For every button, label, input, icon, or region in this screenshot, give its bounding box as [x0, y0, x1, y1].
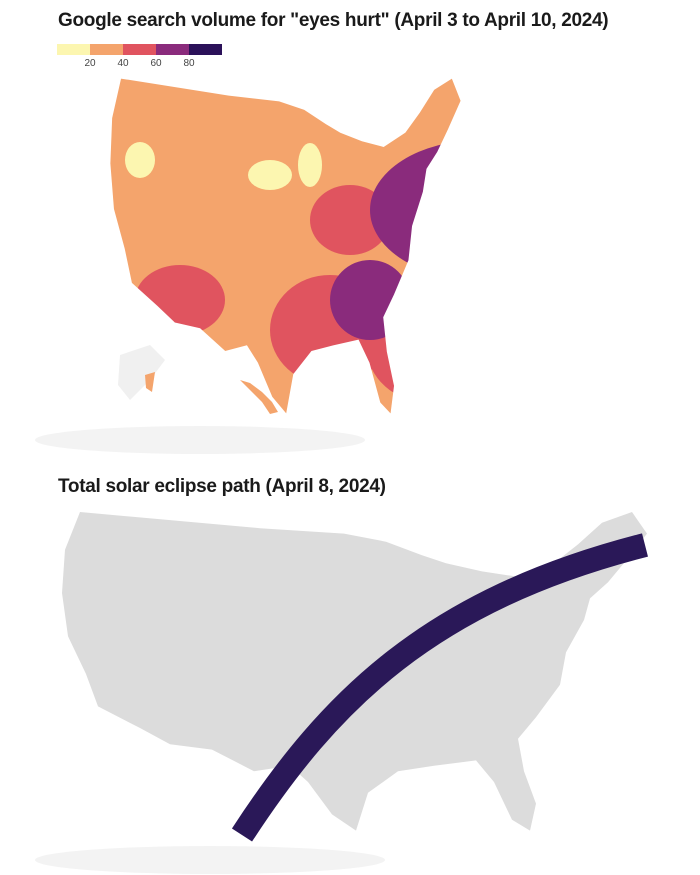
region-highest — [400, 270, 420, 310]
region-mid — [310, 185, 390, 255]
region-high — [330, 260, 410, 340]
region-low — [125, 142, 155, 178]
smudge — [35, 846, 385, 874]
legend-swatch-20-40 — [90, 44, 123, 55]
region-highest — [555, 170, 605, 230]
color-legend — [57, 44, 222, 55]
legend-tick: 80 — [183, 58, 195, 69]
region-highest — [422, 255, 458, 275]
search-volume-map — [110, 60, 660, 415]
region-high — [540, 60, 660, 200]
legend-swatch-0-20 — [57, 44, 90, 55]
alaska-region — [145, 372, 155, 392]
legend-swatch-60-80 — [156, 44, 189, 55]
hawaii — [240, 380, 278, 414]
legend-tick: 40 — [117, 58, 129, 69]
eclipse-path-band — [231, 533, 648, 842]
legend-tick: 60 — [150, 58, 162, 69]
region-high — [370, 140, 461, 280]
legend-swatch-40-60 — [123, 44, 156, 55]
eclipse-map — [62, 512, 648, 842]
region-low — [248, 160, 292, 190]
legend-swatch-80-100 — [189, 44, 222, 55]
search-map-title: Google search volume for "eyes hurt" (Ap… — [58, 10, 609, 31]
smudge — [35, 426, 365, 454]
region-highest — [440, 185, 461, 235]
eclipse-map-title: Total solar eclipse path (April 8, 2024) — [58, 476, 386, 497]
legend-tick: 20 — [84, 58, 96, 69]
region-base — [110, 78, 461, 415]
region-low — [298, 143, 322, 187]
region-highest — [605, 85, 635, 155]
alaska — [118, 345, 165, 400]
